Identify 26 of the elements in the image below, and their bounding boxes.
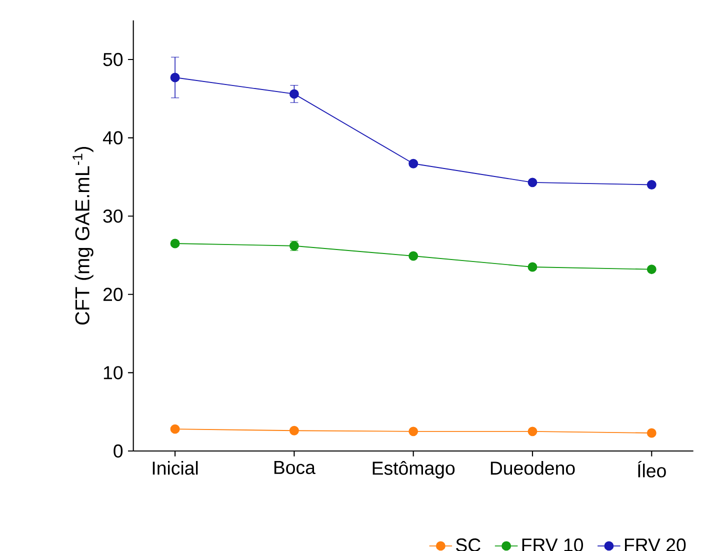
point [170,72,180,82]
point [289,89,299,99]
x-tick-label: Inicial [152,461,198,475]
point [646,180,656,190]
y-tick-label: 20 [103,288,123,302]
y-tick-label: 10 [104,366,123,380]
point [646,428,656,438]
x-tick-label: Boca [274,461,316,474]
point [528,178,538,188]
point [646,264,656,274]
y-axis-title: CFT (mg GAE.mL$^{-1}$) [72,147,94,325]
x-tick-label: Dueodeno [490,461,575,475]
point [528,262,538,272]
x-tick-label: Íleo [638,461,666,478]
y-tick-label: 30 [103,209,123,223]
point [170,424,180,434]
point [408,158,418,168]
y-tick-label: 0 [114,444,123,458]
point [289,426,299,436]
y-tick-label: 50 [103,52,123,66]
point [528,426,538,436]
point [408,251,418,261]
x-tick-label: Estômago [372,461,455,479]
point [408,426,418,436]
point [170,238,180,248]
y-tick-label: 40 [102,131,123,144]
